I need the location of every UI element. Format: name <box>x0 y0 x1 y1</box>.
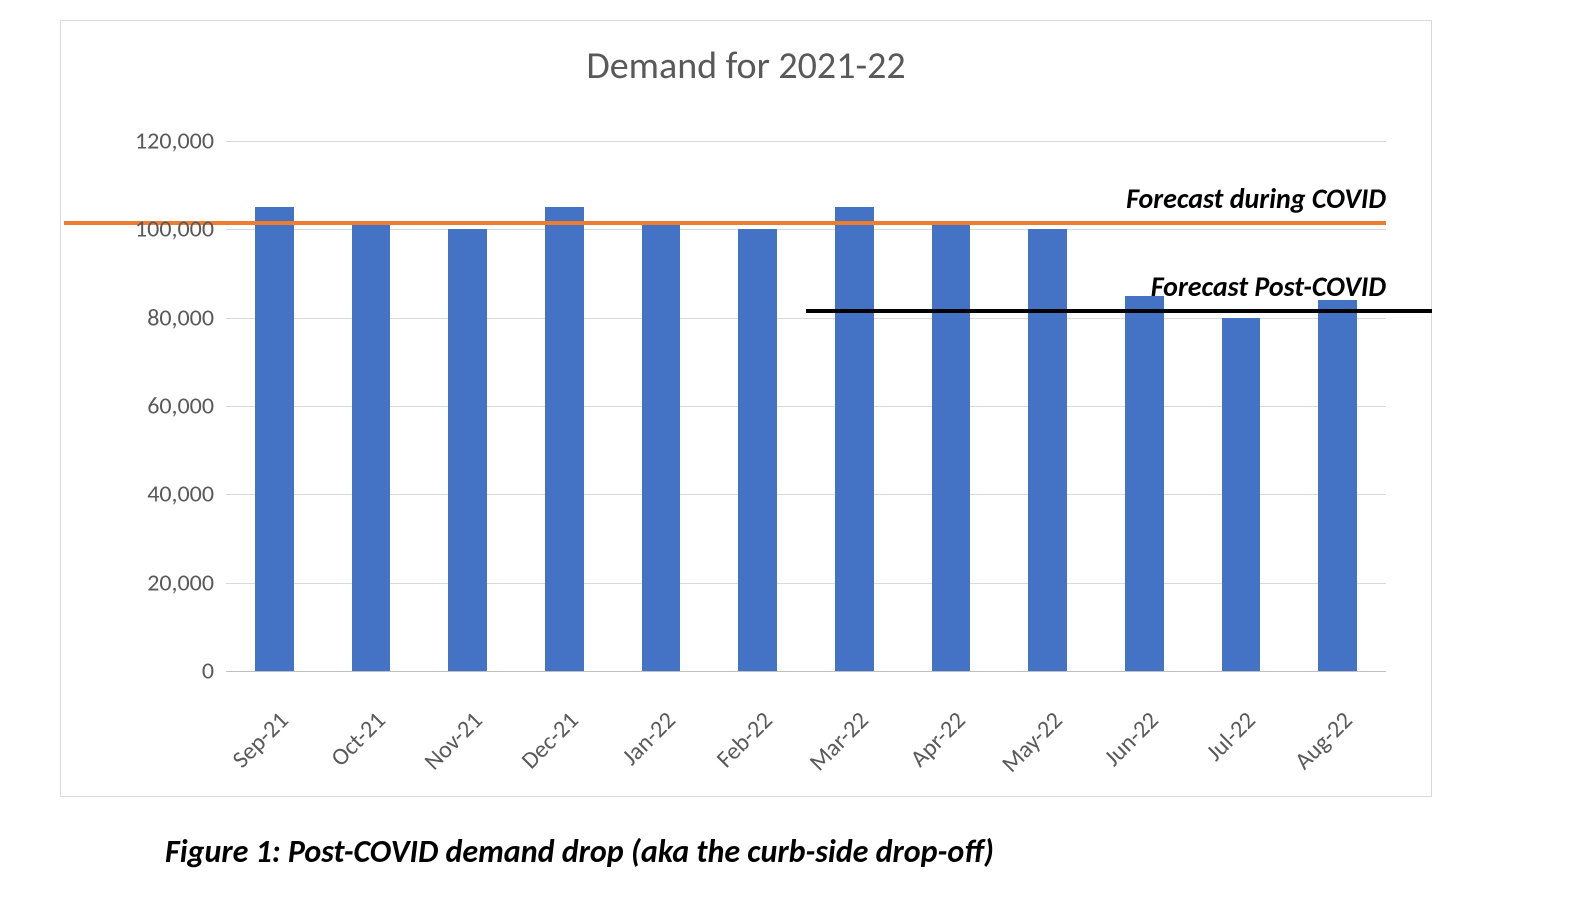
chart-title: Demand for 2021-22 <box>61 43 1431 89</box>
bar <box>1028 229 1067 671</box>
x-tick-label: Aug-22 <box>1289 706 1359 776</box>
y-tick-label: 0 <box>202 657 226 686</box>
demand-bar-chart: Demand for 2021-22 Forecast during COVID… <box>60 20 1432 797</box>
forecast-post-covid-label: Forecast Post-COVID <box>1151 269 1386 304</box>
bar <box>545 207 584 671</box>
x-tick-label: Mar-22 <box>804 706 875 777</box>
bar <box>1222 318 1261 671</box>
x-tick-label: May-22 <box>996 706 1069 779</box>
x-tick-label: Sep-21 <box>227 706 295 774</box>
bar <box>352 221 391 672</box>
plot-area: Forecast during COVID Forecast Post-COVID… <box>226 141 1386 671</box>
y-tick-label: 120,000 <box>135 127 226 156</box>
bar <box>448 229 487 671</box>
bar <box>1318 300 1357 671</box>
forecast-during-covid-line <box>64 221 1386 225</box>
x-tick-label: Jul-22 <box>1200 706 1261 767</box>
x-tick-label: Jan-22 <box>616 706 681 771</box>
bar <box>1125 296 1164 671</box>
x-tick-label: Nov-21 <box>418 706 488 776</box>
bar <box>642 221 681 672</box>
bar <box>738 229 777 671</box>
y-tick-label: 100,000 <box>135 215 226 244</box>
x-tick-label: Apr-22 <box>904 706 971 773</box>
y-tick-label: 60,000 <box>147 392 226 421</box>
y-tick-label: 20,000 <box>147 568 226 597</box>
bar <box>932 221 971 672</box>
x-tick-label: Jun-22 <box>1099 706 1165 772</box>
bar <box>255 207 294 671</box>
y-tick-label: 80,000 <box>147 303 226 332</box>
gridline <box>226 671 1386 672</box>
x-tick-label: Dec-21 <box>516 706 585 775</box>
forecast-post-covid-line <box>806 309 1432 313</box>
forecast-during-covid-label: Forecast during COVID <box>1126 181 1386 216</box>
x-tick-label: Feb-22 <box>710 706 778 774</box>
y-tick-label: 40,000 <box>147 480 226 509</box>
bar <box>835 207 874 671</box>
x-tick-label: Oct-21 <box>325 706 391 772</box>
figure-caption: Figure 1: Post-COVID demand drop (aka th… <box>60 832 1522 871</box>
page: Demand for 2021-22 Forecast during COVID… <box>0 0 1582 924</box>
